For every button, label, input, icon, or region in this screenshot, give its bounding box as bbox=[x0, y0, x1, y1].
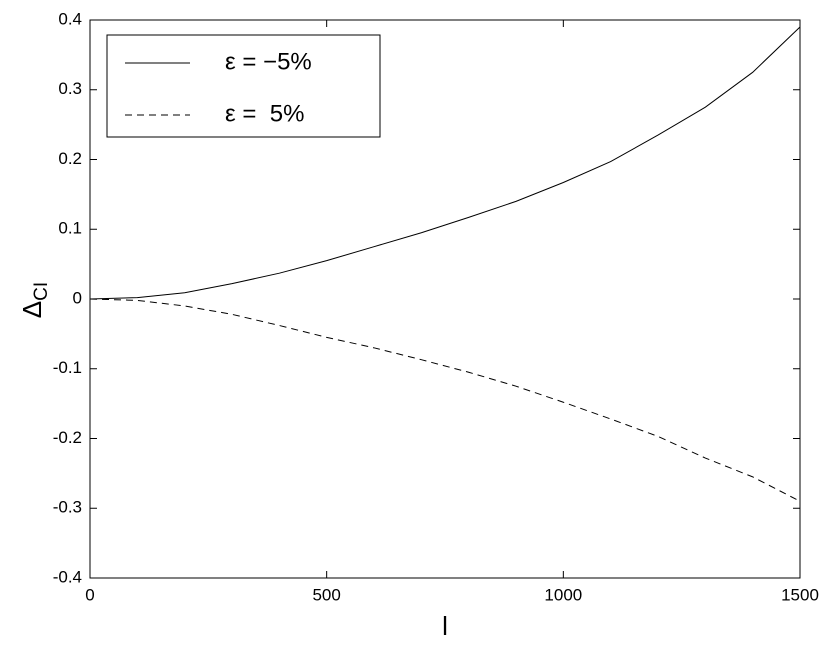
legend-label: ε = −5% bbox=[225, 48, 312, 75]
y-tick-label: 0.2 bbox=[58, 149, 82, 168]
y-tick-label: -0.2 bbox=[53, 428, 82, 447]
y-tick-label: 0.3 bbox=[58, 79, 82, 98]
y-tick-label: -0.4 bbox=[53, 567, 82, 586]
y-axis-symbol: Δ bbox=[17, 301, 47, 318]
x-tick-label: 0 bbox=[85, 585, 94, 604]
x-axis-label: l bbox=[442, 611, 448, 641]
legend-label: ε = 5% bbox=[225, 100, 304, 127]
y-tick-label: 0.4 bbox=[58, 9, 82, 28]
line-series bbox=[89, 26, 801, 300]
line-series bbox=[89, 298, 801, 502]
x-tick-label: 500 bbox=[312, 585, 340, 604]
y-tick-label: -0.1 bbox=[53, 358, 82, 377]
legend-box bbox=[106, 34, 381, 138]
x-tick-label: 1500 bbox=[781, 585, 819, 604]
x-tick-label: 1000 bbox=[544, 585, 582, 604]
y-tick-label: 0.1 bbox=[58, 219, 82, 238]
y-tick-label: -0.3 bbox=[53, 498, 82, 517]
y-tick-label: 0 bbox=[73, 288, 82, 307]
y-axis-subscript: CI bbox=[31, 282, 52, 301]
y-axis-label: ΔCI bbox=[17, 282, 52, 318]
